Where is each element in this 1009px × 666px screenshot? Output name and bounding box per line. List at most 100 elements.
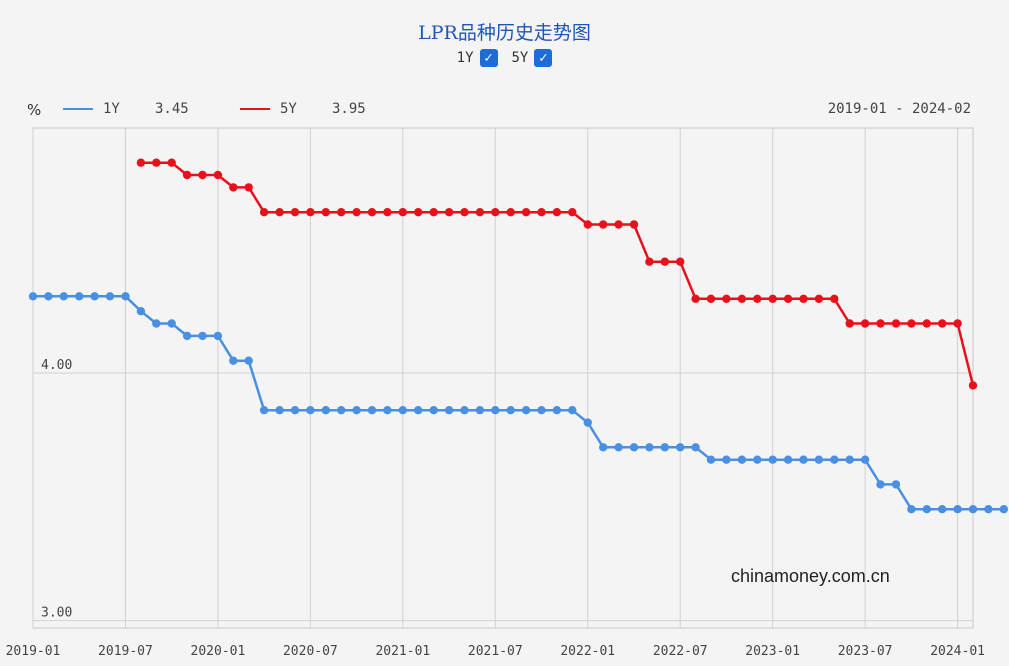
series-1Y-point	[583, 418, 592, 427]
series-1Y-point	[907, 505, 916, 514]
series-1Y-point	[953, 505, 962, 514]
series-1Y-point	[28, 292, 38, 301]
series-5Y-point	[198, 170, 207, 180]
series-5Y-point	[938, 319, 947, 328]
series-1Y-point	[460, 406, 469, 415]
series-1Y-point	[814, 455, 824, 464]
toggle-1y[interactable]: 1Y ✓	[457, 49, 498, 67]
y-tick-label: 3.00	[41, 606, 72, 621]
series-1Y-point	[599, 443, 608, 452]
series-1Y-point	[968, 505, 978, 514]
toggle-1y-label: 1Y	[456, 50, 474, 66]
x-tick-label: 2021-07	[468, 644, 523, 659]
date-range: 2019-01 - 2024-02	[827, 101, 971, 117]
series-1Y-point	[860, 455, 870, 464]
series-1Y-point	[152, 319, 161, 328]
series-5Y-point	[845, 319, 854, 328]
series-5Y-point	[213, 170, 223, 180]
series-1Y-point	[645, 443, 654, 452]
series-1Y-line	[33, 295, 1004, 511]
series-1Y-point	[105, 292, 115, 301]
series-1Y-point	[414, 406, 423, 415]
series-1Y-point	[799, 455, 808, 464]
series-1Y-point	[722, 455, 731, 464]
series-5Y-point	[783, 294, 793, 303]
series-1Y-point	[891, 480, 901, 489]
series-1Y-point	[90, 292, 99, 301]
series-5Y-point	[907, 319, 916, 328]
series-1Y-point	[44, 292, 53, 301]
legend-1y-swatch	[63, 108, 93, 110]
toggle-5y[interactable]: 5Y ✓	[512, 49, 553, 67]
series-5Y-point	[645, 257, 654, 266]
series-1Y-point	[922, 505, 931, 514]
series-1Y-point	[783, 455, 793, 464]
series-5Y-point	[383, 208, 392, 217]
series-1Y-point	[521, 406, 531, 415]
legend-1y-value: 3.45	[155, 101, 189, 117]
series-1Y-point	[491, 406, 500, 415]
series-1Y-point	[706, 455, 716, 464]
series-1Y-point	[999, 505, 1008, 514]
series-5Y-point	[876, 319, 885, 328]
series-5Y-point	[753, 294, 762, 303]
series-1Y-point	[537, 406, 546, 415]
x-tick-label: 2020-07	[283, 644, 338, 659]
series-5Y-point	[968, 381, 978, 390]
series-5Y-point	[460, 208, 469, 217]
series-1Y-point	[552, 406, 562, 415]
series-1Y-point	[876, 480, 885, 489]
toggle-5y-label: 5Y	[511, 50, 529, 66]
x-tick-label: 2019-07	[98, 644, 153, 659]
series-5Y-point	[568, 208, 577, 217]
toggle-1y-checkbox-icon[interactable]: ✓	[479, 49, 498, 67]
series-5Y-point	[537, 208, 546, 217]
x-tick-label: 2020-01	[191, 644, 246, 659]
series-5Y-point	[414, 208, 423, 217]
series-5Y-point	[583, 220, 592, 229]
series-5Y-point	[599, 220, 608, 229]
series-5Y-point	[922, 319, 931, 328]
chart-title: LPR品种历史走势图	[418, 22, 591, 44]
series-1Y-point	[753, 455, 762, 464]
series-5Y-point	[259, 208, 269, 217]
series-1Y-point	[938, 505, 947, 514]
plot-frame	[32, 127, 974, 629]
series-5Y-point	[722, 294, 731, 303]
series-1Y-point	[136, 307, 146, 316]
series-5Y-point	[521, 208, 531, 217]
series-1Y-point	[429, 406, 438, 415]
series-5Y-point	[367, 208, 377, 217]
series-5Y-point	[552, 208, 562, 217]
series-1Y-point	[568, 406, 577, 415]
series-5Y-point	[814, 294, 824, 303]
series-1Y-point	[984, 505, 993, 514]
series-5Y-point	[891, 319, 901, 328]
series-1Y-point	[506, 406, 515, 415]
series-5Y-point	[706, 294, 716, 303]
series-1Y-point	[830, 455, 839, 464]
series-1Y-point	[337, 406, 346, 415]
series-1Y-point	[167, 319, 176, 328]
series-1Y-point	[383, 406, 392, 415]
series-5Y-point	[444, 208, 454, 217]
series-5Y-point	[475, 208, 485, 217]
series-5Y-point	[799, 294, 808, 303]
series-1Y-point	[275, 406, 284, 415]
series-5Y-point	[167, 158, 176, 167]
series-5Y-point	[860, 319, 870, 328]
legend-5y-name: 5Y	[280, 101, 297, 117]
series-5Y-point	[768, 294, 777, 303]
series-5Y-point	[321, 208, 330, 217]
x-tick-label: 2021-01	[375, 644, 430, 659]
series-5Y-point	[429, 208, 438, 217]
series-1Y-point	[259, 406, 269, 415]
watermark: chinamoney.com.cn	[731, 566, 890, 586]
series-5Y-point	[491, 208, 500, 217]
series-1Y-point	[845, 455, 854, 464]
series-1Y-point	[629, 443, 639, 452]
toggle-5y-checkbox-icon[interactable]: ✓	[534, 49, 553, 67]
series-1Y-point	[306, 406, 315, 415]
x-tick-label: 2024-01	[930, 644, 985, 659]
series-5Y-point	[398, 208, 407, 217]
